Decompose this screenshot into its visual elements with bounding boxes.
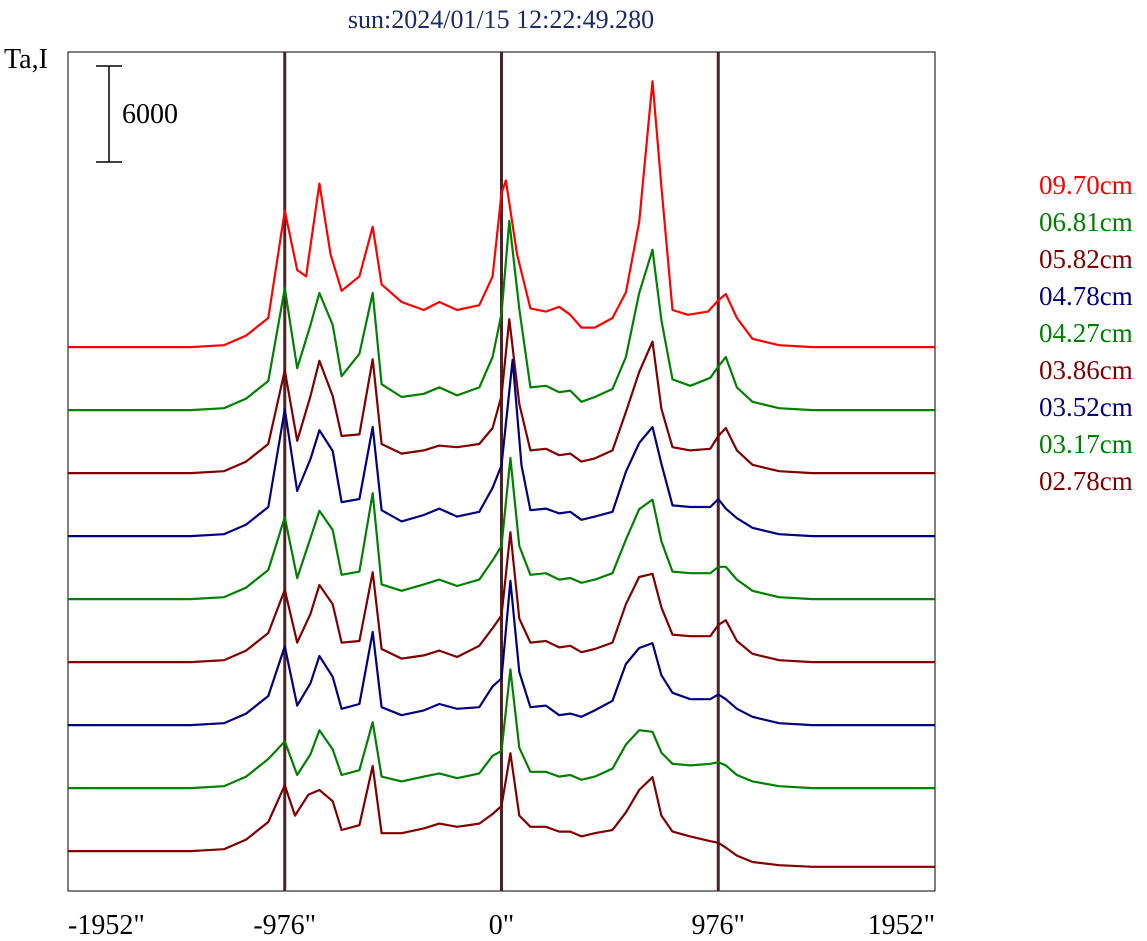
y-axis-label: Ta,I	[4, 44, 48, 75]
x-tick-label: 1952"	[868, 910, 935, 941]
reference-lines	[283, 52, 720, 891]
series-line	[68, 318, 935, 475]
x-tick-label: -1952"	[68, 910, 145, 941]
x-tick-label: 0"	[489, 910, 514, 941]
legend-entry: 04.27cm	[1039, 318, 1133, 348]
legend-entry: 03.52cm	[1039, 392, 1133, 422]
series-line	[68, 358, 935, 538]
series-line	[68, 80, 935, 349]
legend-entry: 02.78cm	[1039, 466, 1133, 496]
legend-entry: 03.17cm	[1039, 429, 1133, 459]
chart-title: sun:2024/01/15 12:22:49.280	[348, 5, 654, 34]
series-line	[68, 579, 935, 727]
x-tick-label: 976"	[692, 910, 745, 941]
x-tick-label: -976"	[253, 910, 316, 941]
series-line	[68, 531, 935, 664]
legend-entry: 04.78cm	[1039, 281, 1133, 311]
legend: 09.70cm 06.81cm 05.82cm 04.78cm 04.27cm 03.86…	[1039, 170, 1133, 496]
series-line	[68, 668, 935, 790]
scale-bar-label: 6000	[122, 99, 178, 130]
legend-entry: 06.81cm	[1039, 207, 1133, 237]
scale-bar: 6000	[96, 65, 178, 163]
series-line	[68, 752, 935, 868]
series-group	[68, 80, 935, 868]
legend-entry: 03.86cm	[1039, 355, 1133, 385]
series-line	[68, 219, 935, 412]
legend-entry: 09.70cm	[1039, 170, 1133, 200]
legend-entry: 05.82cm	[1039, 244, 1133, 274]
x-tick-labels: -1952" -976" 0" 976" 1952"	[68, 910, 935, 941]
series-line	[68, 456, 935, 601]
